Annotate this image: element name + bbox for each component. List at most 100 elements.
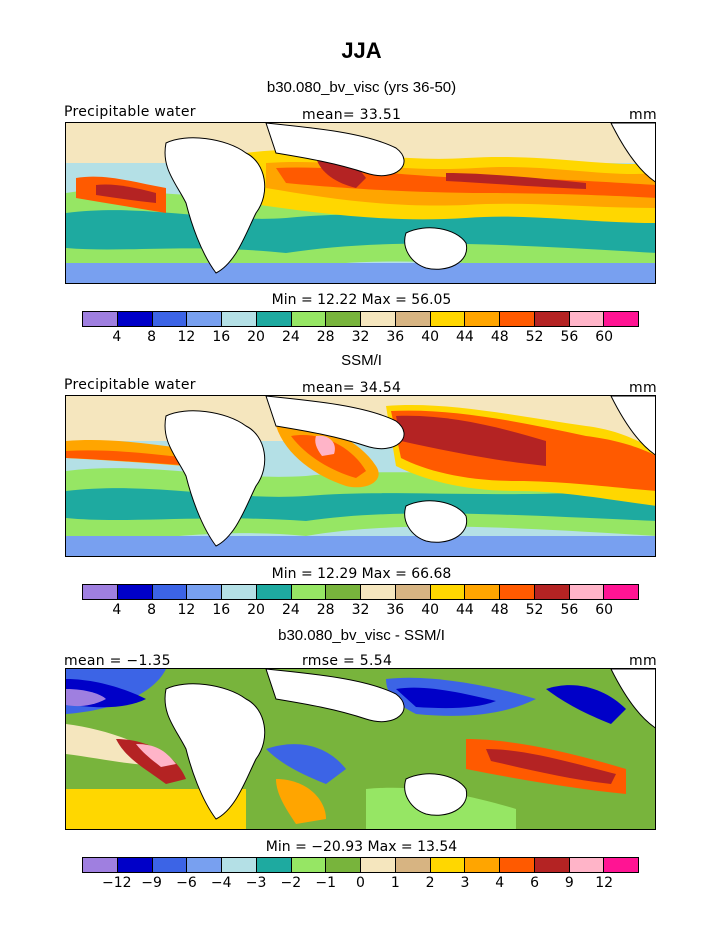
colorbar-cell	[500, 312, 535, 326]
colorbar-cell	[291, 585, 327, 599]
colorbar-model-ticks: 4 8 12 16 20 24 28 32 36 40 44 48 52 56 60	[82, 329, 639, 345]
colorbar-tick-label: 36	[386, 602, 405, 618]
obs-title: SSM/I	[341, 352, 382, 369]
colorbar-cell	[534, 858, 570, 872]
colorbar-tick-label: 12	[177, 329, 196, 345]
colorbar-tick-label: −3	[245, 875, 267, 891]
colorbar-tick-label: 52	[525, 602, 544, 618]
panel-obs-mean: mean= 34.54	[302, 380, 402, 396]
colorbar-obs-ticks: 4 8 12 16 20 24 28 32 36 40 44 48 52 56 60	[82, 602, 639, 618]
model-title: b30.080_bv_visc (yrs 36-50)	[266, 79, 457, 96]
season-title: JJA	[341, 38, 382, 63]
colorbar-cell	[604, 312, 638, 326]
colorbar-cell	[291, 858, 327, 872]
colorbar-cell	[256, 585, 292, 599]
colorbar-obs	[82, 584, 639, 600]
colorbar-tick-label: 9	[564, 875, 574, 891]
panel-diff-rmse: rmse = 5.54	[302, 653, 393, 669]
colorbar-tick-label: 28	[316, 329, 335, 345]
colorbar-cell	[569, 858, 605, 872]
colorbar-tick-label: 40	[421, 329, 440, 345]
colorbar-tick-label: 8	[147, 602, 157, 618]
colorbar-cell	[117, 312, 153, 326]
colorbar-cell	[395, 312, 431, 326]
colorbar-tick-label: −12	[102, 875, 132, 891]
colorbar-tick-label: 4	[112, 329, 122, 345]
colorbar-tick-label: 24	[281, 602, 300, 618]
colorbar-tick-label: 32	[351, 602, 370, 618]
colorbar-cell	[83, 312, 118, 326]
panel-obs-units: mm	[629, 380, 657, 396]
panel-diff-mean: mean = −1.35	[64, 653, 171, 669]
colorbar-cell	[83, 585, 118, 599]
colorbar-cell	[569, 312, 605, 326]
panel-diff-minmax: Min = −20.93 Max = 13.54	[265, 839, 458, 855]
colorbar-cell	[395, 858, 431, 872]
colorbar-cell	[256, 858, 292, 872]
colorbar-cell	[500, 858, 535, 872]
colorbar-tick-label: 52	[525, 329, 544, 345]
colorbar-tick-label: 48	[490, 602, 509, 618]
colorbar-tick-label: 12	[177, 602, 196, 618]
colorbar-tick-label: 24	[281, 329, 300, 345]
colorbar-model	[82, 311, 639, 327]
colorbar-diff-ticks: −12 −9 −6 −4 −3 −2 −1 0 1 2 3 4 6 9 12	[82, 875, 639, 891]
colorbar-cell	[291, 312, 327, 326]
colorbar-tick-label: 1	[390, 875, 400, 891]
colorbar-tick-label: 56	[560, 329, 579, 345]
colorbar-cell	[430, 585, 466, 599]
panel-model-minmax: Min = 12.22 Max = 56.05	[271, 292, 452, 308]
colorbar-tick-label: 40	[421, 602, 440, 618]
colorbar-cell	[117, 585, 153, 599]
colorbar-tick-label: 16	[212, 602, 231, 618]
colorbar-tick-label: 20	[247, 602, 265, 618]
colorbar-tick-label: 44	[456, 602, 474, 618]
colorbar-cell	[430, 312, 466, 326]
colorbar-tick-label: 20	[247, 329, 265, 345]
panel-model-mean: mean= 33.51	[302, 107, 402, 123]
colorbar-cell	[500, 585, 535, 599]
colorbar-tick-label: −2	[280, 875, 302, 891]
colorbar-tick-label: 32	[351, 329, 370, 345]
panel-obs-minmax: Min = 12.29 Max = 66.68	[271, 566, 452, 582]
colorbar-cell	[117, 858, 153, 872]
colorbar-cell	[361, 312, 396, 326]
colorbar-cell	[569, 585, 605, 599]
colorbar-cell	[187, 312, 222, 326]
colorbar-cell	[361, 585, 396, 599]
diff-title: b30.080_bv_visc - SSM/I	[278, 627, 445, 644]
colorbar-cell	[465, 858, 500, 872]
colorbar-tick-label: 3	[460, 875, 470, 891]
panel-diff-units: mm	[629, 653, 657, 669]
colorbar-cell	[361, 858, 396, 872]
colorbar-cell	[465, 585, 500, 599]
colorbar-cell	[326, 858, 361, 872]
colorbar-cell	[395, 585, 431, 599]
diff-map	[65, 668, 656, 830]
colorbar-tick-label: 56	[560, 602, 579, 618]
colorbar-tick-label: 2	[425, 875, 435, 891]
colorbar-tick-label: 60	[595, 329, 614, 345]
colorbar-tick-label: 4	[112, 602, 122, 618]
obs-map	[65, 395, 656, 557]
colorbar-tick-label: 6	[530, 875, 540, 891]
colorbar-cell	[534, 585, 570, 599]
model-map	[65, 122, 656, 284]
colorbar-cell	[465, 312, 500, 326]
colorbar-cell	[152, 312, 188, 326]
colorbar-tick-label: 4	[495, 875, 505, 891]
colorbar-cell	[152, 858, 188, 872]
colorbar-tick-label: 48	[490, 329, 509, 345]
colorbar-tick-label: −1	[315, 875, 337, 891]
colorbar-tick-label: 36	[386, 329, 405, 345]
colorbar-cell	[326, 312, 361, 326]
colorbar-tick-label: 28	[316, 602, 335, 618]
colorbar-cell	[152, 585, 188, 599]
colorbar-cell	[534, 312, 570, 326]
colorbar-tick-label: 16	[212, 329, 231, 345]
colorbar-cell	[430, 858, 466, 872]
colorbar-cell	[83, 858, 118, 872]
colorbar-tick-label: −4	[210, 875, 232, 891]
colorbar-cell	[604, 585, 638, 599]
colorbar-tick-label: 8	[147, 329, 157, 345]
